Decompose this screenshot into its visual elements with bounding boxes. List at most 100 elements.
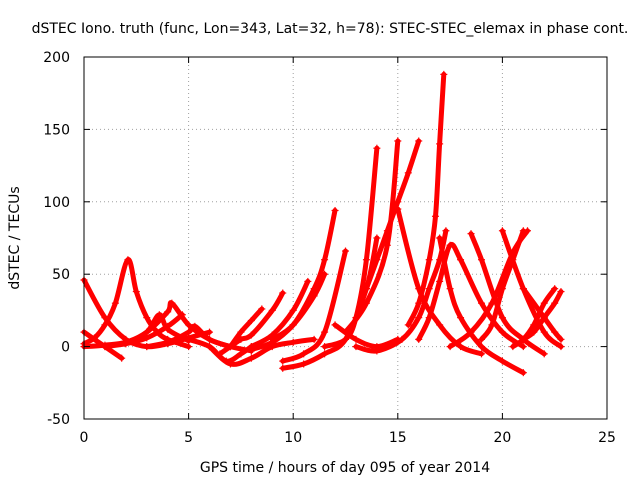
series-arc30: [509, 285, 559, 351]
data-point: [247, 354, 255, 362]
data-point: [321, 328, 329, 336]
data-point: [477, 350, 485, 358]
data-point: [124, 256, 132, 264]
data-point: [551, 328, 559, 336]
data-point: [477, 343, 485, 351]
y-axis-label: dSTEC / TECUs: [7, 186, 23, 289]
series-line: [322, 145, 380, 350]
data-point: [488, 321, 496, 329]
y-tick-label: 0: [61, 340, 70, 356]
y-tick-label: 150: [43, 122, 70, 138]
data-point: [342, 328, 349, 336]
data-point: [310, 335, 318, 343]
data-point: [164, 308, 172, 316]
data-point: [304, 277, 312, 285]
data-point: [101, 321, 109, 329]
y-tick-label: 200: [43, 50, 70, 66]
data-point: [206, 328, 214, 336]
data-point: [279, 357, 287, 365]
series-arc32: [519, 288, 565, 343]
series-line: [343, 138, 401, 335]
data-point: [185, 321, 193, 329]
data-point: [519, 285, 527, 293]
data-point: [467, 230, 475, 238]
data-point: [143, 343, 151, 351]
data-point: [342, 247, 349, 255]
x-tick-label: 25: [598, 430, 616, 446]
data-point: [373, 347, 381, 355]
data-point: [440, 70, 448, 78]
series-line: [81, 257, 192, 350]
data-point: [498, 328, 506, 336]
data-point: [551, 299, 559, 307]
data-point: [373, 144, 381, 152]
data-point: [383, 241, 391, 249]
data-point: [331, 321, 339, 329]
data-point: [164, 322, 172, 330]
data-point: [185, 328, 193, 336]
data-point: [226, 360, 234, 368]
data-point: [321, 256, 329, 264]
x-tick-label: 10: [284, 430, 302, 446]
data-point: [540, 314, 548, 322]
x-tick-label: 15: [389, 430, 407, 446]
data-point: [122, 340, 130, 348]
data-point: [168, 299, 176, 307]
data-point: [247, 331, 255, 339]
series-line: [227, 306, 265, 350]
data-point: [268, 306, 276, 314]
data-point: [362, 285, 370, 293]
series-line: [499, 228, 564, 350]
grid-lines: [84, 57, 607, 419]
data-point: [237, 328, 245, 336]
x-tick-label: 0: [80, 430, 89, 446]
data-point: [540, 350, 548, 358]
data-point: [185, 335, 193, 343]
x-tick-label: 20: [493, 430, 511, 446]
chart-title: dSTEC Iono. truth (func, Lon=343, Lat=32…: [32, 21, 629, 37]
data-point: [415, 299, 423, 307]
data-point: [530, 321, 538, 329]
data-point: [164, 338, 172, 346]
data-point: [155, 311, 163, 319]
data-point: [415, 314, 423, 322]
data-point: [551, 285, 559, 293]
data-point: [216, 350, 224, 358]
data-point: [425, 314, 433, 322]
data-point: [540, 328, 548, 336]
data-point: [498, 227, 506, 235]
data-point: [509, 343, 517, 351]
data-point: [310, 285, 318, 293]
series-arc22: [394, 205, 485, 358]
data-point: [404, 169, 412, 177]
data-point: [477, 335, 485, 343]
data-point: [383, 227, 391, 235]
data-point: [446, 343, 454, 351]
data-point: [373, 256, 381, 264]
plot-frame: [83, 56, 608, 420]
data-point: [321, 350, 329, 358]
series-arc14: [268, 206, 339, 343]
data-point: [101, 343, 109, 351]
data-point: [477, 256, 485, 264]
data-point: [342, 335, 349, 343]
data-point: [557, 335, 565, 343]
data-point: [519, 227, 527, 235]
data-point: [436, 234, 444, 242]
data-point: [331, 206, 339, 214]
x-axis-label: GPS time / hours of day 095 of year 2014: [200, 460, 490, 476]
data-point: [394, 205, 402, 213]
y-tick-label: 50: [52, 267, 70, 283]
data-point: [289, 321, 297, 329]
series-line: [248, 278, 311, 350]
data-point: [118, 354, 126, 362]
data-point: [436, 140, 444, 148]
series-arc11: [226, 305, 266, 351]
data-point: [467, 328, 475, 336]
data-point: [519, 369, 527, 377]
data-point: [477, 299, 485, 307]
data-point: [425, 256, 433, 264]
data-point: [143, 314, 151, 322]
data-point: [289, 338, 297, 346]
